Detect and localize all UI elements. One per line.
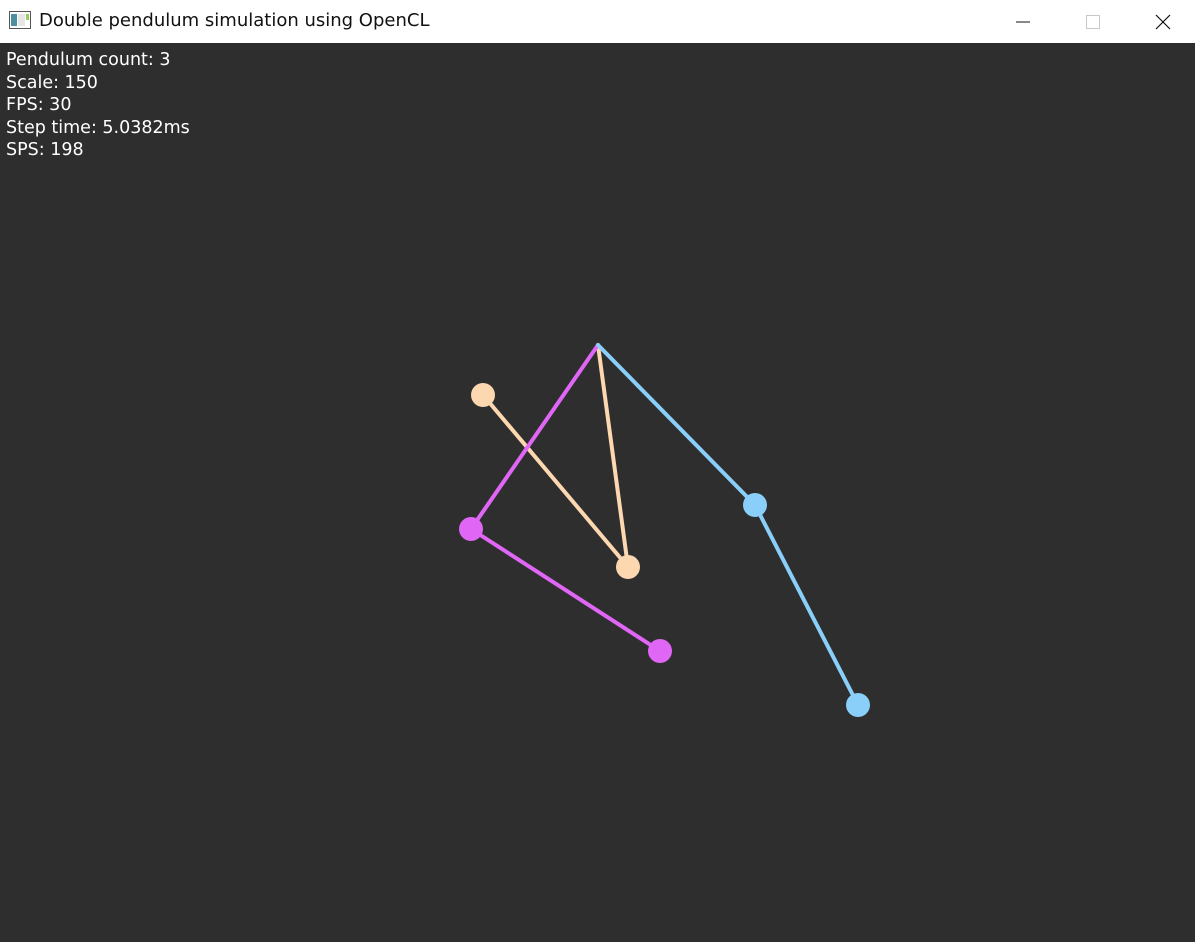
pendulum-blue-upper-arm bbox=[596, 343, 757, 507]
close-button[interactable] bbox=[1128, 0, 1195, 43]
pendulum-magenta-bob-2 bbox=[648, 639, 672, 663]
pendulum-orange-lower-arm bbox=[481, 393, 630, 569]
pendulum-count-label: Pendulum count: 3 bbox=[6, 50, 171, 70]
maximize-button[interactable] bbox=[1058, 0, 1128, 43]
pendulum-orange-upper-arm bbox=[596, 343, 630, 569]
pendulum-magenta-bob-1 bbox=[459, 517, 483, 541]
step-time-label: Step time: 5.0382ms bbox=[6, 117, 190, 138]
pendulum-blue-bob-1 bbox=[743, 493, 767, 517]
pendulum-orange-bob-1 bbox=[616, 555, 640, 579]
pendulum-magenta-upper-arm bbox=[469, 343, 600, 531]
pendulum-blue-lower-arm bbox=[753, 503, 860, 707]
fps-label: FPS: 30 bbox=[6, 95, 72, 115]
pendulum-orange-bob-2 bbox=[471, 383, 495, 407]
title-bar[interactable]: Double pendulum simulation using OpenCL bbox=[0, 0, 1195, 43]
app-window-icon bbox=[9, 11, 31, 29]
pendulum-magenta-lower-arm bbox=[469, 527, 662, 653]
sps-label: SPS: 198 bbox=[6, 140, 84, 160]
simulation-canvas[interactable] bbox=[0, 43, 1195, 942]
window-title: Double pendulum simulation using OpenCL bbox=[39, 10, 430, 31]
pendulum-blue bbox=[596, 343, 870, 717]
minimize-icon bbox=[1016, 21, 1030, 22]
minimize-button[interactable] bbox=[988, 0, 1058, 43]
maximize-icon bbox=[1086, 14, 1100, 29]
pendulum-blue-bob-2 bbox=[846, 693, 870, 717]
close-icon bbox=[1155, 14, 1171, 29]
stats-overlay: Pendulum count: 3 Scale: 150 FPS: 30 Ste… bbox=[6, 49, 190, 162]
pendulum-orange bbox=[471, 343, 640, 579]
scale-label: Scale: 150 bbox=[6, 72, 98, 93]
pendulum-magenta bbox=[459, 343, 672, 663]
